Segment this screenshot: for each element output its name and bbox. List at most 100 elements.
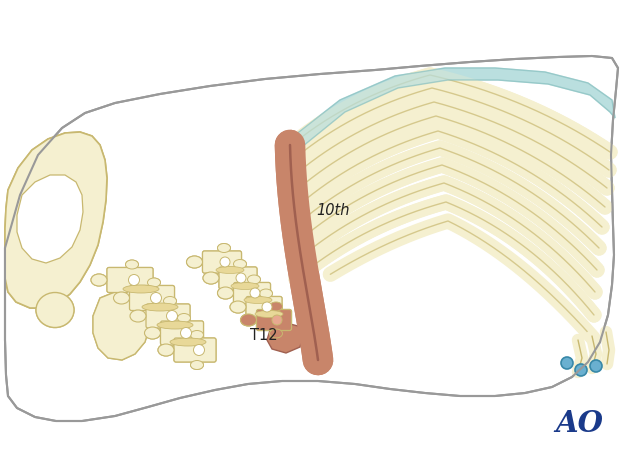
Ellipse shape [244, 297, 272, 303]
Ellipse shape [180, 328, 192, 338]
Ellipse shape [142, 303, 178, 311]
Ellipse shape [270, 329, 283, 338]
Ellipse shape [123, 285, 159, 293]
Ellipse shape [220, 257, 230, 267]
Ellipse shape [234, 259, 247, 269]
Ellipse shape [148, 309, 161, 318]
Ellipse shape [164, 297, 177, 306]
Ellipse shape [113, 292, 130, 304]
Polygon shape [93, 291, 150, 360]
Ellipse shape [144, 327, 161, 339]
FancyBboxPatch shape [246, 297, 282, 318]
Ellipse shape [190, 330, 203, 340]
Ellipse shape [190, 360, 203, 369]
Ellipse shape [234, 287, 247, 297]
Ellipse shape [151, 292, 161, 303]
Ellipse shape [91, 274, 107, 286]
FancyBboxPatch shape [234, 282, 270, 303]
Ellipse shape [262, 302, 272, 312]
FancyBboxPatch shape [174, 338, 216, 362]
Ellipse shape [158, 344, 174, 356]
Ellipse shape [220, 257, 230, 267]
Ellipse shape [216, 267, 244, 274]
FancyBboxPatch shape [219, 267, 257, 289]
Ellipse shape [230, 301, 246, 313]
Ellipse shape [167, 310, 177, 321]
Ellipse shape [187, 256, 203, 268]
Ellipse shape [180, 328, 192, 338]
Ellipse shape [170, 338, 206, 346]
Ellipse shape [236, 273, 246, 283]
Ellipse shape [177, 313, 190, 323]
FancyBboxPatch shape [161, 321, 203, 345]
Ellipse shape [262, 302, 272, 312]
Ellipse shape [158, 344, 174, 356]
Ellipse shape [157, 321, 193, 329]
Ellipse shape [190, 330, 203, 340]
Ellipse shape [151, 292, 161, 303]
Ellipse shape [125, 291, 138, 300]
Ellipse shape [218, 272, 231, 280]
Ellipse shape [231, 282, 259, 290]
Ellipse shape [234, 259, 247, 269]
Ellipse shape [270, 329, 283, 338]
Ellipse shape [575, 364, 587, 376]
Ellipse shape [247, 275, 260, 284]
Ellipse shape [36, 292, 74, 328]
Ellipse shape [128, 274, 140, 285]
FancyBboxPatch shape [130, 285, 174, 310]
Ellipse shape [231, 282, 259, 290]
Ellipse shape [164, 326, 177, 336]
Ellipse shape [125, 260, 138, 269]
FancyBboxPatch shape [161, 321, 203, 345]
Polygon shape [267, 323, 303, 353]
FancyBboxPatch shape [257, 309, 291, 330]
Ellipse shape [230, 301, 246, 313]
Ellipse shape [125, 291, 138, 300]
FancyBboxPatch shape [146, 304, 190, 328]
Ellipse shape [260, 289, 273, 298]
Ellipse shape [590, 360, 602, 372]
Text: 10th: 10th [316, 203, 350, 218]
Ellipse shape [164, 326, 177, 336]
Ellipse shape [177, 343, 190, 353]
Ellipse shape [203, 272, 219, 284]
Ellipse shape [193, 345, 205, 356]
Ellipse shape [241, 314, 257, 326]
Ellipse shape [164, 297, 177, 306]
FancyBboxPatch shape [203, 251, 242, 273]
Ellipse shape [260, 316, 273, 325]
Text: AO: AO [555, 409, 603, 438]
Ellipse shape [203, 272, 219, 284]
Ellipse shape [167, 310, 177, 321]
Ellipse shape [272, 315, 282, 325]
Ellipse shape [130, 310, 146, 322]
Ellipse shape [244, 297, 272, 303]
Ellipse shape [190, 360, 203, 369]
Ellipse shape [36, 292, 74, 328]
Ellipse shape [177, 343, 190, 353]
Ellipse shape [216, 267, 244, 274]
Ellipse shape [260, 316, 273, 325]
FancyBboxPatch shape [219, 267, 257, 289]
FancyBboxPatch shape [174, 338, 216, 362]
FancyBboxPatch shape [246, 297, 282, 318]
Ellipse shape [91, 274, 107, 286]
Ellipse shape [177, 313, 190, 323]
Ellipse shape [148, 278, 161, 287]
Ellipse shape [218, 287, 234, 299]
Ellipse shape [250, 288, 260, 298]
Ellipse shape [561, 357, 573, 369]
FancyBboxPatch shape [107, 268, 153, 292]
Ellipse shape [193, 345, 205, 356]
Ellipse shape [236, 273, 246, 283]
Polygon shape [93, 291, 150, 360]
Ellipse shape [270, 302, 283, 311]
Polygon shape [286, 68, 615, 155]
Ellipse shape [187, 256, 203, 268]
Ellipse shape [247, 275, 260, 284]
Ellipse shape [255, 310, 283, 318]
Ellipse shape [270, 302, 283, 311]
Ellipse shape [247, 302, 260, 311]
Ellipse shape [260, 289, 273, 298]
